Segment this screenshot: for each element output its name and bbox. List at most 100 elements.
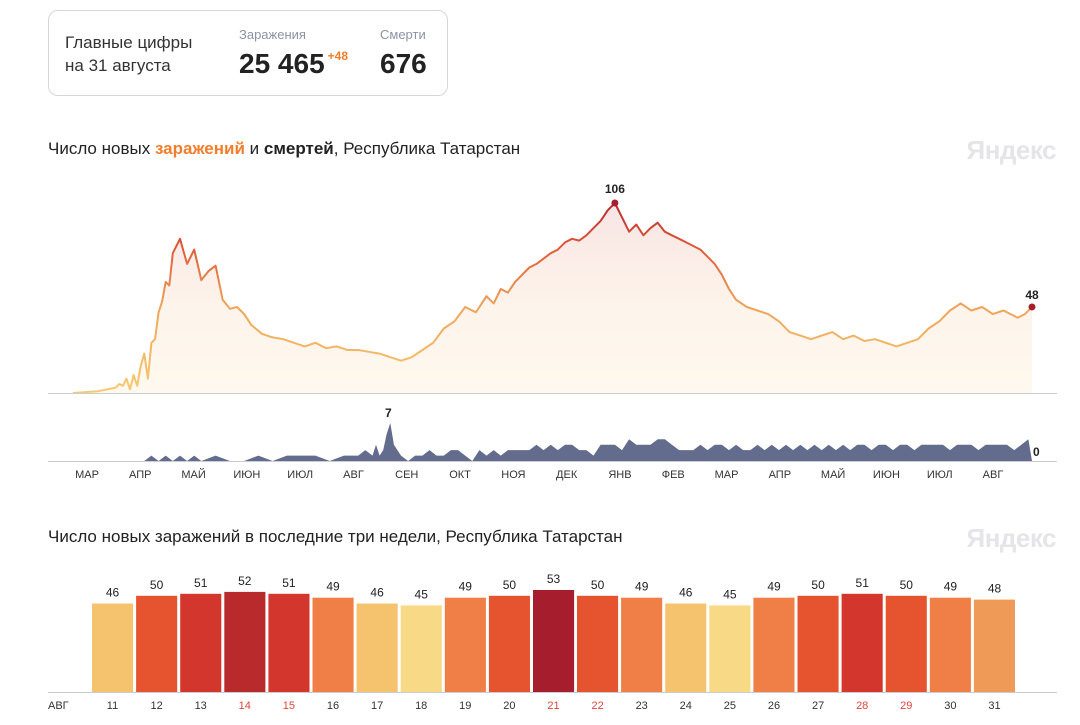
chart1-title-joiner: и [244, 139, 264, 158]
bar [577, 595, 619, 692]
bar-category-label: 22 [591, 700, 603, 712]
bar-value-label: 50 [811, 578, 825, 592]
bar-category-label: 28 [856, 700, 868, 712]
chart1-title-infections: заражений [154, 139, 245, 158]
x-tick-label: СЕН [395, 469, 418, 481]
infections-value: 25 465 [239, 48, 325, 79]
bar-month-label: АВГ [48, 700, 69, 712]
infections-end-point [1028, 303, 1036, 311]
three-weeks-bar-chart: 46 50 51 52 51 49 46 45 49 50 53 50 49 46 45 49 50 51 50 49… [48, 572, 1057, 712]
bar-value-label: 45 [723, 587, 737, 601]
bar-value-label: 50 [591, 578, 605, 592]
x-tick-label: АВГ [343, 469, 364, 481]
bar-value-label: 49 [326, 580, 340, 594]
bar-x-axis: 11 12 13 14 15 16 17 18 19 20 21 22 23 24 25 26 27 28 29 30… [48, 700, 1001, 712]
bar-category-label: 20 [503, 700, 515, 712]
yandex-logo-2: Яндекс [966, 523, 1057, 553]
bar-category-label: 19 [459, 700, 471, 712]
bar-category-label: 31 [988, 700, 1000, 712]
infections-series [72, 199, 1036, 394]
x-tick-label: ФЕВ [662, 469, 685, 481]
bar-value-label: 46 [106, 586, 120, 600]
chart1-labels: 106 48 7 0 [385, 182, 1040, 459]
bar [665, 603, 707, 692]
x-tick-label: АВГ [983, 469, 1004, 481]
x-tick-label: МАЙ [181, 468, 205, 481]
x-tick-label: ЯНВ [608, 469, 631, 481]
x-tick-label: АПР [769, 469, 791, 481]
bar-value-label: 49 [767, 580, 781, 594]
bar-value-label: 50 [900, 578, 914, 592]
bar [356, 603, 398, 692]
deaths-label: Смерти [380, 27, 426, 42]
infections-area [73, 203, 1032, 393]
infections-peak-label: 106 [605, 182, 625, 196]
bar [224, 591, 266, 692]
bar [180, 593, 222, 692]
bar-value-label: 45 [415, 587, 429, 601]
bar-category-label: 27 [812, 700, 824, 712]
chart2-title: Число новых заражений в последние три не… [48, 527, 623, 546]
bar-category-label: 16 [327, 700, 339, 712]
bar [136, 595, 178, 692]
bar-category-label: 30 [944, 700, 956, 712]
bar-category-label: 26 [768, 700, 780, 712]
deaths-block: Смерти 676 [380, 27, 427, 80]
infections-label: Заражения [239, 27, 306, 42]
bar [929, 597, 971, 692]
infections-peak-point [611, 199, 619, 207]
x-tick-label: НОЯ [501, 469, 525, 481]
infections-value-row: 25 465 +48 [239, 48, 348, 80]
bar-value-label: 51 [194, 576, 208, 590]
bar [841, 593, 883, 692]
x-tick-label: ИЮЛ [287, 469, 313, 481]
infections-line [72, 202, 1033, 394]
bar-value-label: 46 [370, 586, 384, 600]
bar [753, 597, 795, 692]
infections-deaths-chart: МАР АПР МАЙ ИЮН ИЮЛ АВГ СЕН ОКТ НОЯ ДЕК ЯНВ ФЕВ МАР А… [48, 182, 1057, 481]
bar-category-label: 25 [724, 700, 736, 712]
bar [797, 595, 839, 692]
deaths-series [73, 423, 1032, 461]
bar [488, 595, 530, 692]
bar-value-label: 49 [459, 580, 473, 594]
deaths-end-label: 0 [1033, 445, 1040, 459]
x-tick-label: ИЮН [873, 469, 900, 481]
bar [92, 603, 134, 692]
x-axis: МАР АПР МАЙ ИЮН ИЮЛ АВГ СЕН ОКТ НОЯ ДЕК ЯНВ ФЕВ МАР А… [75, 468, 1003, 481]
x-tick-label: ИЮЛ [927, 469, 953, 481]
bar [621, 597, 663, 692]
summary-title-line1: Главные цифры [65, 33, 193, 52]
bar [973, 599, 1015, 692]
x-tick-label: МАЙ [821, 468, 845, 481]
bar-category-label: 14 [239, 700, 251, 712]
bar-category-label: 17 [371, 700, 383, 712]
bar [268, 593, 310, 692]
bar-value-label: 51 [856, 576, 870, 590]
chart1-title: Число новых заражений и смертей, Республ… [48, 139, 520, 159]
bar-value-label: 50 [150, 578, 164, 592]
chart1-title-prefix: Число новых [48, 139, 155, 158]
deaths-value: 676 [380, 48, 427, 79]
bar-category-label: 29 [900, 700, 912, 712]
bar-value-label: 53 [547, 572, 561, 586]
infections-end-label: 48 [1025, 288, 1039, 302]
bar-value-label: 46 [679, 586, 693, 600]
bar [400, 605, 442, 692]
bar [533, 590, 575, 692]
yandex-logo: Яндекс [966, 135, 1057, 165]
bar-category-label: 13 [195, 700, 207, 712]
bars: 46 50 51 52 51 49 46 45 49 50 53 50 49 46 45 49 50 51 50 49… [92, 572, 1015, 692]
bar-category-label: 12 [150, 700, 162, 712]
bar-value-label: 49 [944, 580, 958, 594]
deaths-area [73, 423, 1032, 461]
summary-title-line2: на 31 августа [65, 56, 171, 75]
bar-value-label: 49 [635, 580, 649, 594]
bar [709, 605, 751, 692]
bar-value-label: 48 [988, 582, 1002, 596]
x-tick-label: МАР [715, 469, 739, 481]
x-tick-label: ДЕК [556, 469, 578, 481]
infections-delta: +48 [327, 49, 348, 63]
bar-value-label: 51 [282, 576, 296, 590]
x-tick-label: ОКТ [449, 469, 471, 481]
